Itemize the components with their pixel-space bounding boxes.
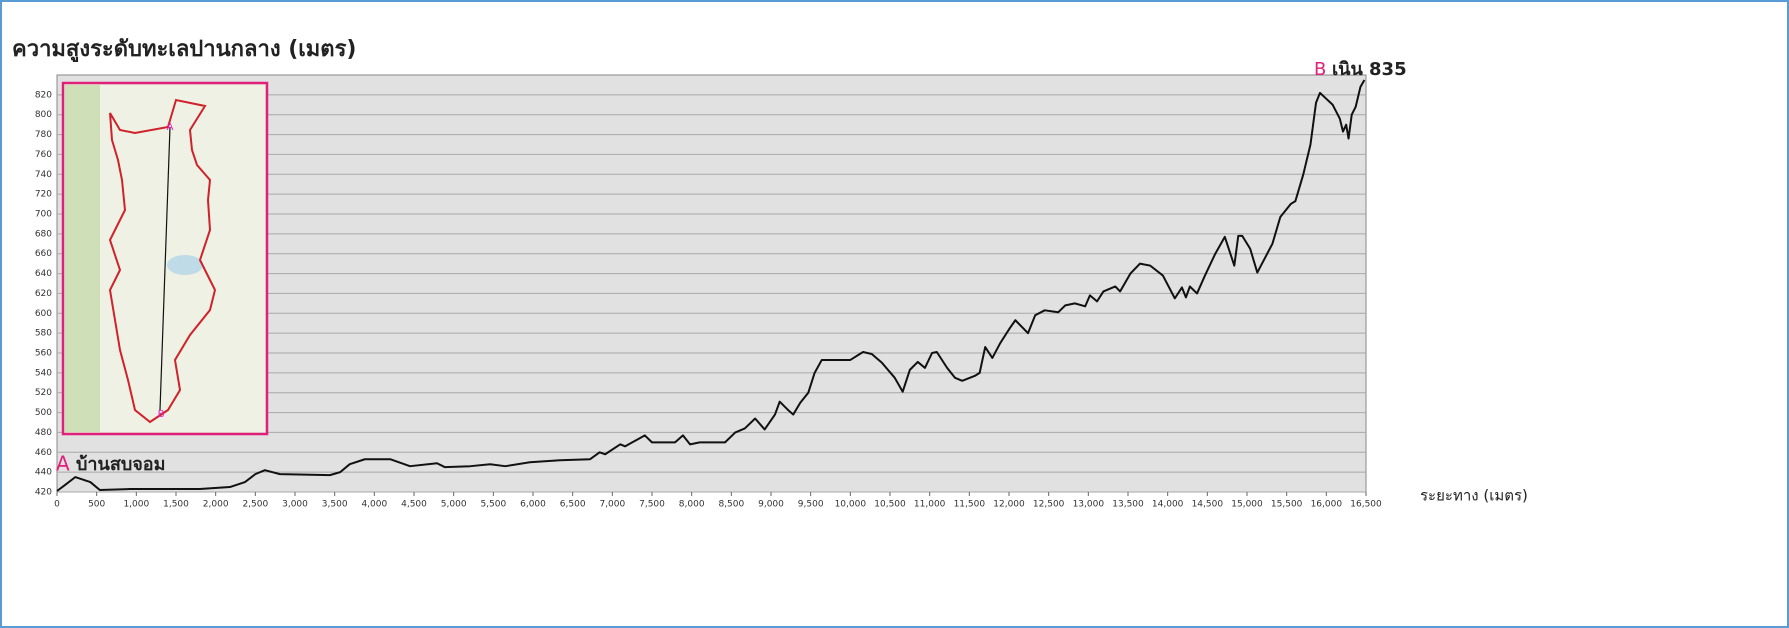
x-tick-label: 11,500 [954,500,986,510]
y-tick-label: 820 [35,90,52,100]
x-tick-label: 9,500 [798,500,824,510]
x-tick-label: 10,000 [835,500,867,510]
x-tick-label: 4,500 [401,500,427,510]
annotation-text: เนิน 835 [1332,59,1407,80]
page: ความสูงระดับทะเลปานกลาง (เมตร) ระยะทาง (… [0,0,1789,628]
y-tick-label: 640 [35,269,52,279]
y-tick-label: 520 [35,388,52,398]
x-tick-label: 9,000 [758,500,784,510]
map-label-a: A [167,122,174,133]
x-tick-label: 500 [88,500,105,510]
x-tick-label: 13,500 [1112,500,1144,510]
x-tick-label: 2,500 [242,500,268,510]
y-tick-label: 680 [35,229,52,239]
y-tick-label: 540 [35,368,52,378]
map-label-b: B [158,409,165,420]
x-tick-label: 6,000 [520,500,546,510]
x-tick-label: 8,500 [718,500,744,510]
y-tick-label: 580 [35,329,52,339]
x-tick-label: 11,000 [914,500,946,510]
y-tick-label: 740 [35,170,52,180]
y-tick-label: 720 [35,190,52,200]
y-tick-label: 760 [35,150,52,160]
x-tick-label: 7,500 [639,500,665,510]
y-tick-label: 600 [35,309,52,319]
x-tick-label: 16,500 [1350,500,1382,510]
x-tick-label: 6,500 [560,500,586,510]
x-tick-label: 15,500 [1271,500,1303,510]
y-tick-label: 800 [35,110,52,120]
x-tick-label: 3,500 [322,500,348,510]
map-strip [65,85,100,432]
x-tick-label: 1,000 [123,500,149,510]
x-tick-label: 15,000 [1231,500,1263,510]
x-tick-label: 12,000 [993,500,1025,510]
annotation-text: บ้านสบจอม [76,454,165,475]
x-tick-label: 14,000 [1152,500,1184,510]
map-lake [167,255,203,275]
y-tick-label: 700 [35,210,52,220]
y-tick-label: 560 [35,349,52,359]
x-tick-label: 12,500 [1033,500,1065,510]
annotation-label: B [1314,59,1326,80]
y-tick-label: 440 [35,468,52,478]
x-tick-label: 3,000 [282,500,308,510]
y-tick-label: 780 [35,130,52,140]
x-tick-label: 5,000 [441,500,467,510]
x-axis-label: ระยะทาง (เมตร) [1420,487,1528,505]
x-tick-label: 1,500 [163,500,189,510]
y-tick-label: 460 [35,448,52,458]
x-tick-label: 13,000 [1073,500,1105,510]
y-tick-label: 480 [35,428,52,438]
x-tick-label: 2,000 [203,500,229,510]
y-tick-label: 420 [35,488,52,498]
chart: ความสูงระดับทะเลปานกลาง (เมตร) ระยะทาง (… [0,0,1789,628]
x-tick-label: 0 [54,500,60,510]
x-tick-label: 8,000 [679,500,705,510]
map-inset: A B [63,83,267,434]
y-tick-label: 500 [35,408,52,418]
x-tick-label: 7,000 [599,500,625,510]
x-tick-label: 10,500 [874,500,906,510]
annotation-label: A [56,452,70,476]
chart-title: ความสูงระดับทะเลปานกลาง (เมตร) [12,37,356,63]
y-tick-label: 660 [35,249,52,259]
x-tick-label: 14,500 [1192,500,1224,510]
x-tick-label: 5,500 [480,500,506,510]
x-tick-label: 4,000 [361,500,387,510]
x-tick-label: 16,000 [1311,500,1343,510]
y-tick-label: 620 [35,289,52,299]
